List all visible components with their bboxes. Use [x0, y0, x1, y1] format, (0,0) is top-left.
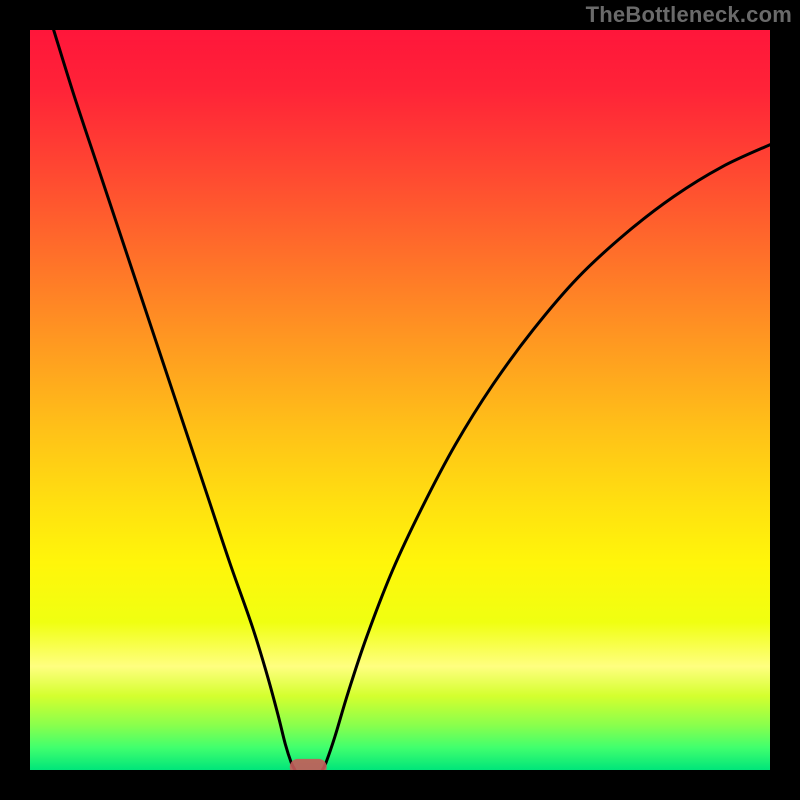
bottleneck-curve — [30, 30, 770, 770]
figure-container: TheBottleneck.com — [0, 0, 800, 800]
plot-area — [30, 30, 770, 770]
curve-left-branch — [54, 30, 295, 770]
curve-right-branch — [322, 145, 770, 770]
watermark-text: TheBottleneck.com — [586, 2, 792, 28]
valley-marker — [290, 759, 327, 770]
